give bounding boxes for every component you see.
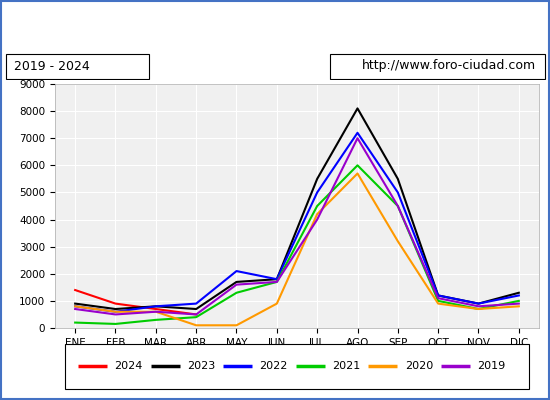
Bar bbox=[6, 54, 148, 78]
Bar bbox=[330, 54, 544, 78]
Text: 2023: 2023 bbox=[187, 361, 215, 371]
Text: Evolucion Nº Turistas Nacionales en el municipio de Fisterra: Evolucion Nº Turistas Nacionales en el m… bbox=[46, 16, 504, 31]
Text: 2024: 2024 bbox=[114, 361, 142, 371]
Text: http://www.foro-ciudad.com: http://www.foro-ciudad.com bbox=[362, 60, 536, 72]
Text: 2021: 2021 bbox=[332, 361, 360, 371]
Text: 2019: 2019 bbox=[477, 361, 505, 371]
Text: 2022: 2022 bbox=[260, 361, 288, 371]
Text: 2019 - 2024: 2019 - 2024 bbox=[14, 60, 90, 72]
Text: 2020: 2020 bbox=[405, 361, 433, 371]
